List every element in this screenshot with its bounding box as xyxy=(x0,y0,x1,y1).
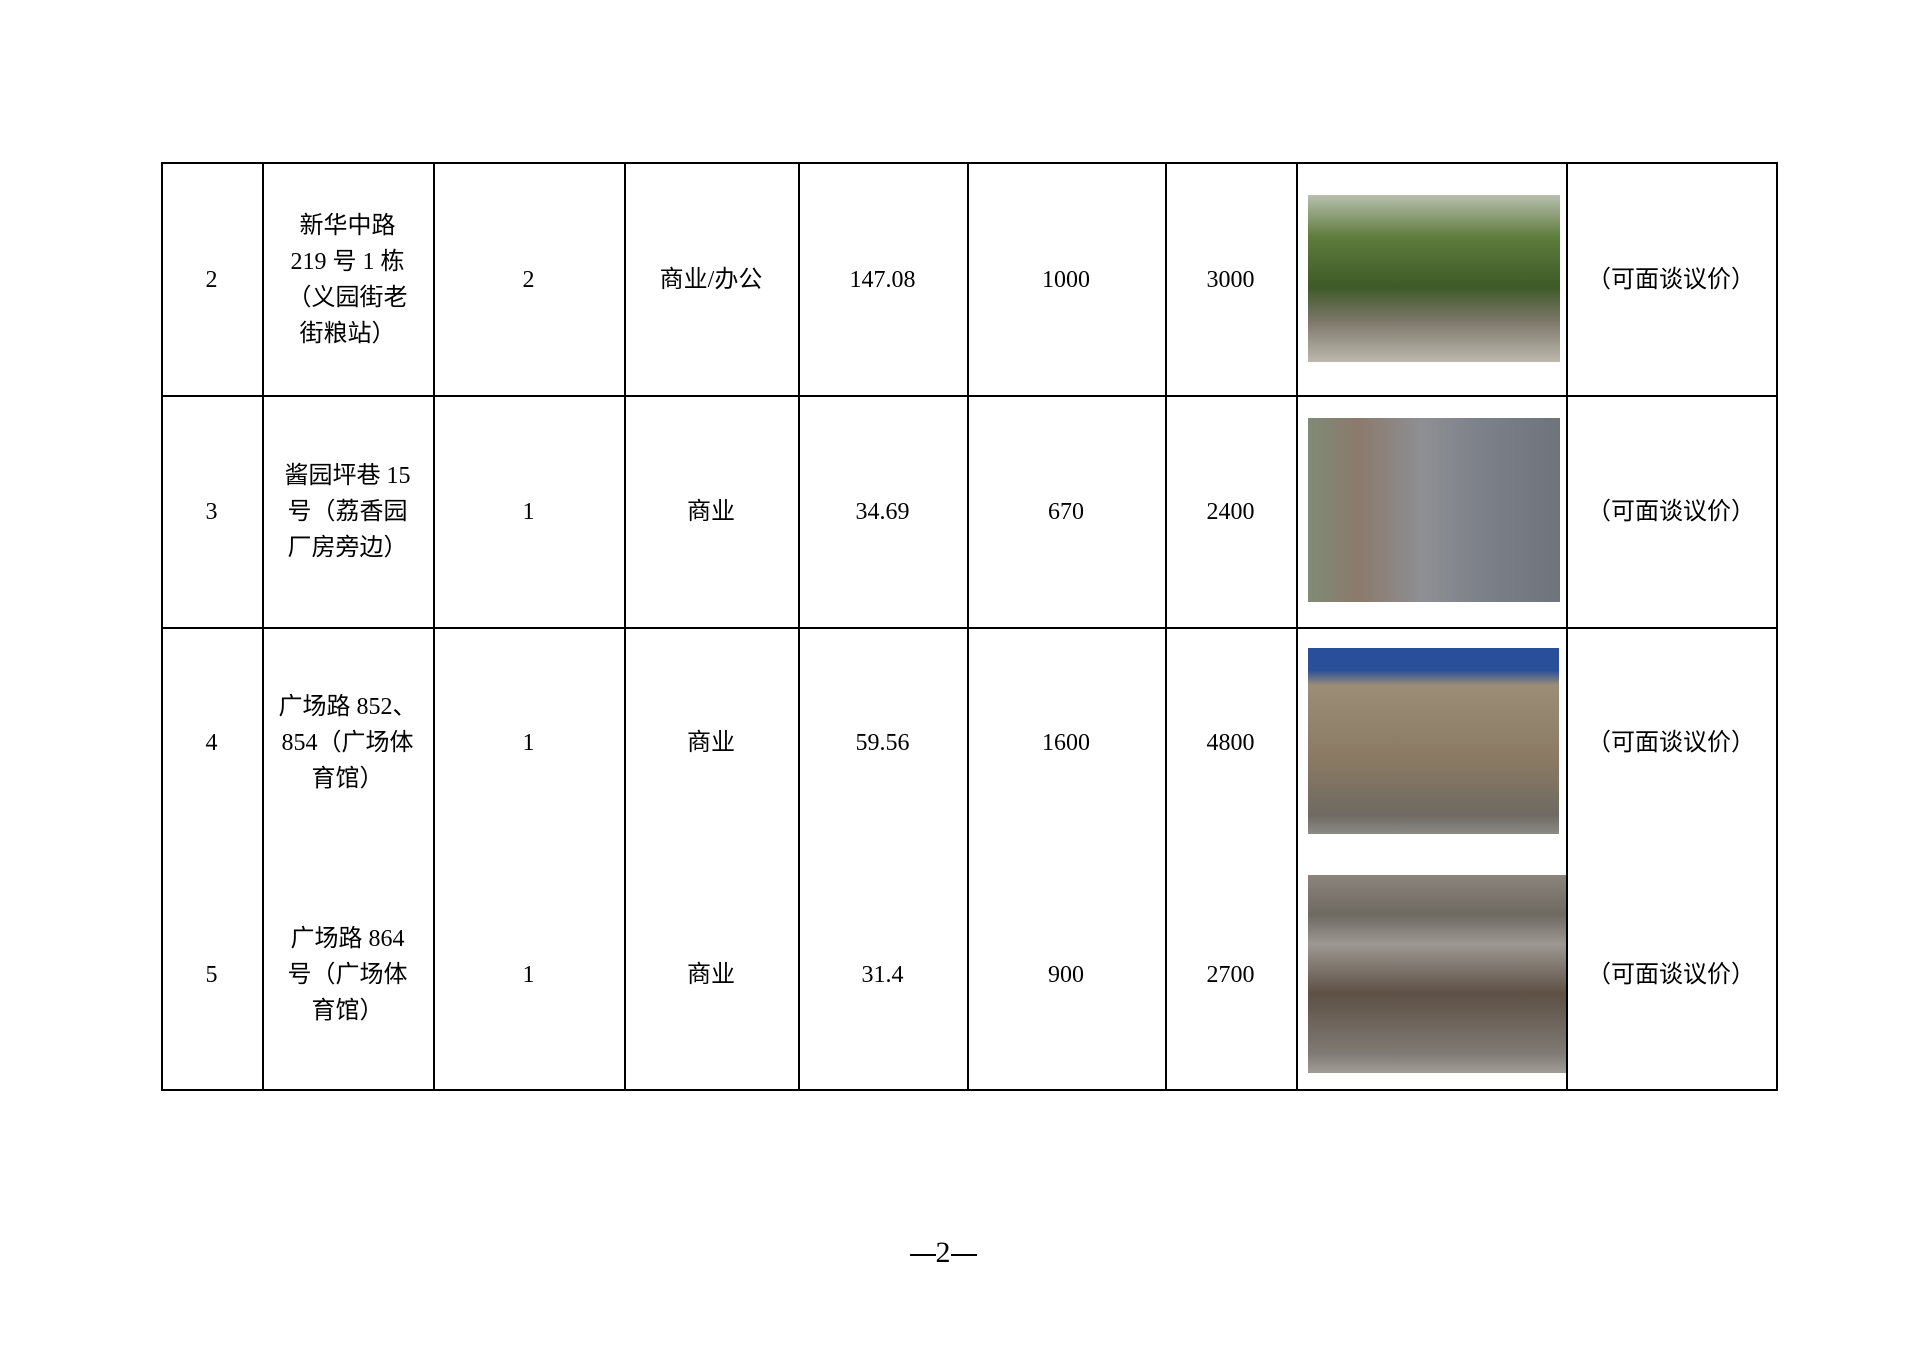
cell-no: 5 xyxy=(205,962,218,988)
cell-address_lines: 广场路 852、 854（广场体 育馆） xyxy=(262,663,433,823)
glass-door-shopfront-photo xyxy=(1308,875,1566,1073)
cell-note: （可面谈议价） xyxy=(1587,730,1755,756)
cell-no: 3 xyxy=(205,499,218,525)
cell-use: 商业 xyxy=(687,730,735,756)
address-line: 育馆） xyxy=(311,766,384,792)
cell-area: 59.56 xyxy=(855,730,910,756)
cell-count: 1 xyxy=(522,730,535,756)
cell-price1: 670 xyxy=(1048,499,1084,525)
address-line: 号（广场体 xyxy=(287,962,408,988)
cell-count: 2 xyxy=(522,267,535,293)
shuttered-shop-with-signboard-photo xyxy=(1308,648,1559,834)
cell-use: 商业 xyxy=(687,499,735,525)
address-line: 育馆） xyxy=(311,998,384,1024)
address-line: （义园街老 xyxy=(287,285,408,311)
cell-count: 1 xyxy=(522,499,535,525)
cell-note: （可面谈议价） xyxy=(1587,499,1755,525)
cell-price2: 4800 xyxy=(1206,730,1255,756)
address-line: 219 号 1 栋 xyxy=(290,249,405,275)
cell-address_lines: 广场路 864 号（广场体育馆） xyxy=(262,895,433,1055)
cell-price1: 1600 xyxy=(1042,730,1090,756)
cell-address_lines: 酱园坪巷 15 号（荔香园厂房旁边） xyxy=(262,432,433,592)
cell-price1: 1000 xyxy=(1042,267,1090,293)
shuttered-storefronts-street-photo xyxy=(1308,418,1560,602)
address-line: 854（广场体 xyxy=(281,730,414,756)
page-number: 2 xyxy=(903,1236,983,1270)
cell-no: 2 xyxy=(205,267,218,293)
tree-lined-building-photo xyxy=(1308,195,1560,362)
cell-area: 34.69 xyxy=(855,499,910,525)
cell-price2: 3000 xyxy=(1206,267,1255,293)
address-line: 广场路 864 xyxy=(290,926,405,952)
cell-use: 商业/办公 xyxy=(659,267,763,293)
cell-area: 31.4 xyxy=(861,962,904,988)
address-line: 厂房旁边） xyxy=(287,535,408,561)
address-line: 广场路 852、 xyxy=(278,694,417,720)
address-line: 新华中路 xyxy=(299,213,396,239)
cell-count: 1 xyxy=(522,962,535,988)
cell-note: （可面谈议价） xyxy=(1587,962,1755,988)
cell-price2: 2400 xyxy=(1206,499,1255,525)
cell-address_lines: 新华中路 219 号 1 栋 （义园街老街粮站） xyxy=(262,200,433,360)
cell-area: 147.08 xyxy=(849,267,916,293)
page-number-text: 2 xyxy=(935,1236,951,1269)
address-line: 街粮站） xyxy=(299,321,396,347)
cell-price2: 2700 xyxy=(1206,962,1255,988)
address-line: 酱园坪巷 15 xyxy=(284,463,411,489)
address-line: 号（荔香园 xyxy=(287,499,408,525)
cell-note: （可面谈议价） xyxy=(1587,267,1755,293)
cell-price1: 900 xyxy=(1048,962,1084,988)
cell-no: 4 xyxy=(205,730,218,756)
cell-use: 商业 xyxy=(687,962,735,988)
